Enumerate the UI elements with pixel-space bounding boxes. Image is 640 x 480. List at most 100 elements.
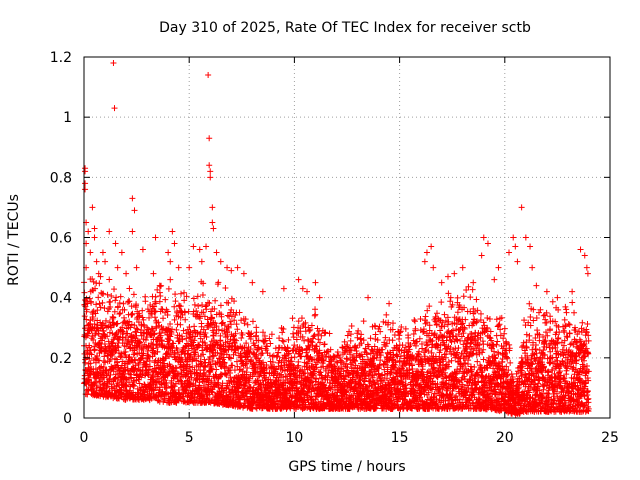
data-point xyxy=(144,371,151,378)
data-point xyxy=(120,370,127,377)
data-point xyxy=(171,316,178,323)
data-point xyxy=(347,337,354,344)
data-point xyxy=(125,341,132,348)
data-point xyxy=(96,364,103,371)
data-point xyxy=(241,320,248,327)
data-point xyxy=(191,301,198,308)
data-point xyxy=(177,321,184,328)
data-point xyxy=(90,336,97,343)
data-point xyxy=(111,375,118,382)
data-point xyxy=(94,353,101,360)
data-point xyxy=(360,318,367,325)
data-point xyxy=(104,291,111,298)
data-point xyxy=(438,299,445,306)
data-point xyxy=(180,327,187,334)
data-point xyxy=(171,353,178,360)
data-point xyxy=(139,366,146,373)
data-point xyxy=(101,305,108,312)
data-point xyxy=(131,322,138,329)
data-point xyxy=(135,361,142,368)
data-point xyxy=(467,294,474,301)
data-point xyxy=(116,367,123,374)
data-point xyxy=(138,374,145,381)
data-point xyxy=(133,325,140,332)
data-point xyxy=(117,353,124,360)
data-point xyxy=(97,273,104,280)
data-point xyxy=(199,344,206,351)
data-point xyxy=(295,318,302,325)
data-point xyxy=(111,286,118,293)
data-point xyxy=(312,311,319,318)
data-point xyxy=(179,336,186,343)
data-point xyxy=(493,341,500,348)
data-point xyxy=(405,334,412,341)
data-point xyxy=(112,347,119,354)
data-point xyxy=(120,300,127,307)
data-point xyxy=(92,285,99,292)
data-point xyxy=(172,298,179,305)
data-point xyxy=(114,343,121,350)
data-point xyxy=(91,347,98,354)
data-point xyxy=(454,309,461,316)
data-point xyxy=(159,337,166,344)
data-point xyxy=(183,293,190,300)
data-point xyxy=(197,371,204,378)
data-point xyxy=(460,293,467,300)
data-point xyxy=(222,371,229,378)
data-point xyxy=(171,383,178,390)
data-point xyxy=(102,359,109,366)
data-point xyxy=(426,322,433,329)
data-point xyxy=(97,304,104,311)
data-point xyxy=(196,342,203,349)
data-point xyxy=(225,299,232,306)
data-point xyxy=(166,337,173,344)
data-point xyxy=(114,358,121,365)
data-point xyxy=(159,388,166,395)
data-point xyxy=(185,308,192,315)
data-point xyxy=(181,309,188,316)
data-point xyxy=(88,299,95,306)
data-point xyxy=(133,301,140,308)
data-point xyxy=(477,310,484,317)
data-point xyxy=(311,332,318,339)
data-point xyxy=(146,390,153,397)
data-point xyxy=(200,309,207,316)
data-point xyxy=(88,351,95,358)
data-point xyxy=(129,381,136,388)
data-point xyxy=(448,357,455,364)
data-point xyxy=(98,337,105,344)
data-point xyxy=(202,371,209,378)
data-point xyxy=(93,382,100,389)
data-point xyxy=(197,329,204,336)
data-point xyxy=(270,352,277,359)
data-point xyxy=(127,324,134,331)
data-point xyxy=(126,318,133,325)
data-point xyxy=(126,353,133,360)
data-point xyxy=(181,289,188,296)
data-point xyxy=(167,351,174,358)
data-point xyxy=(193,369,200,376)
data-point xyxy=(487,328,494,335)
data-point xyxy=(170,381,177,388)
data-point xyxy=(411,318,418,325)
data-point xyxy=(126,298,133,305)
data-point xyxy=(411,317,418,324)
data-point xyxy=(486,316,493,323)
data-point xyxy=(86,374,93,381)
data-point xyxy=(306,327,313,334)
data-point xyxy=(152,379,159,386)
data-point xyxy=(144,333,151,340)
data-point xyxy=(157,283,164,290)
data-point xyxy=(185,347,192,354)
data-point xyxy=(348,323,355,330)
data-point xyxy=(183,335,190,342)
data-point xyxy=(198,360,205,367)
data-point xyxy=(115,344,122,351)
data-point xyxy=(128,303,135,310)
data-point xyxy=(152,393,159,400)
data-point xyxy=(100,363,107,370)
data-point xyxy=(422,320,429,327)
data-point xyxy=(96,378,103,385)
data-point xyxy=(129,339,136,346)
